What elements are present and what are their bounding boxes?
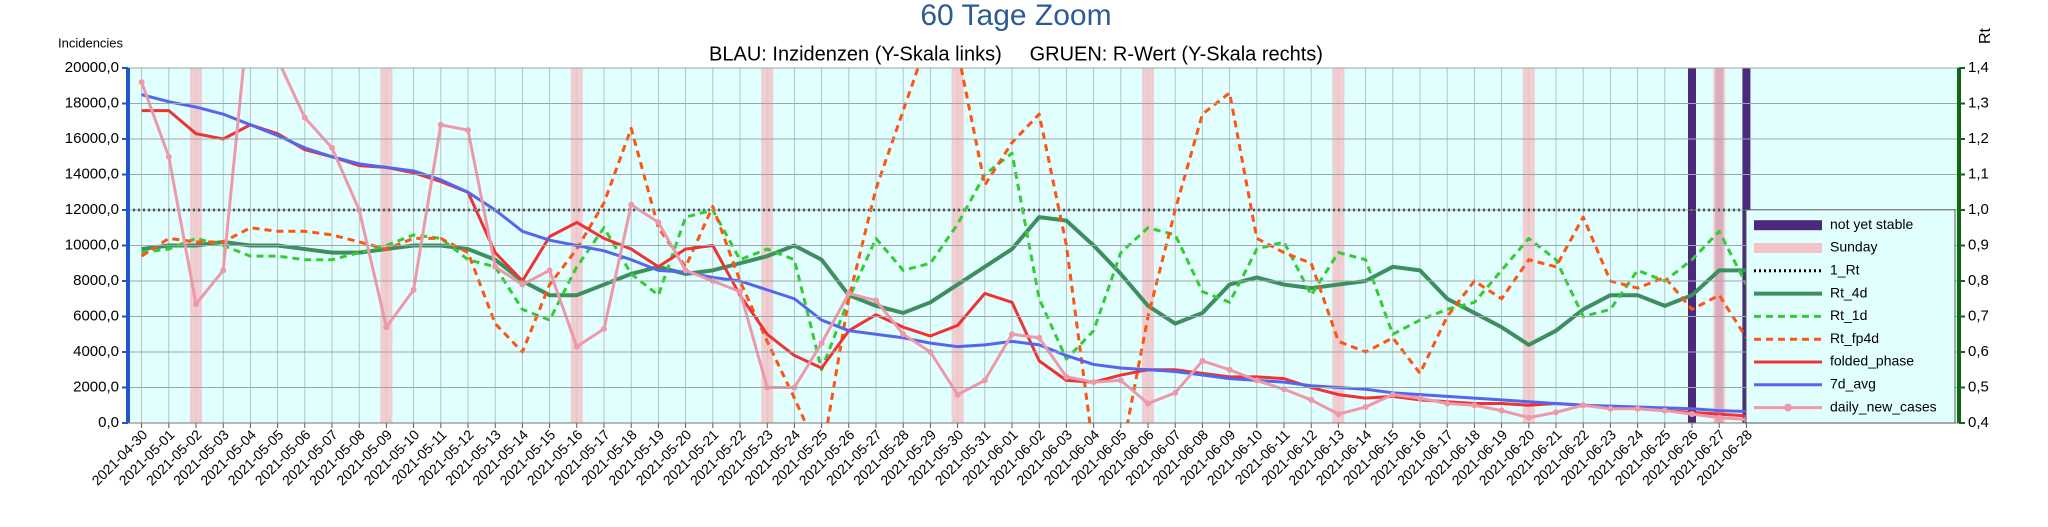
legend-label: Rt_1d <box>1830 307 1867 323</box>
chart-subtitle: BLAU: Inzidenzen (Y-Skala links) GRUEN: … <box>709 43 1323 65</box>
data-point <box>1362 404 1369 411</box>
data-point <box>465 127 471 134</box>
data-line <box>141 215 1747 347</box>
chart-title: 60 Tage Zoom <box>920 0 1111 32</box>
data-line <box>140 68 1748 423</box>
y-tick-label: 2000,0 <box>73 378 119 395</box>
y2-tick-label: 0,7 <box>1968 307 1989 324</box>
y-tick-label: 0,0 <box>98 414 119 431</box>
legend-label: not yet stable <box>1830 216 1913 232</box>
y2-tick-label: 0,4 <box>1968 414 1989 431</box>
data-point <box>492 263 499 270</box>
data-point <box>818 340 825 347</box>
data-point <box>1199 357 1206 364</box>
y2-tick-label: 0,8 <box>1968 272 1989 289</box>
data-point <box>845 290 852 297</box>
data-point <box>193 301 199 308</box>
y2-tick-label: 1,1 <box>1968 165 1989 182</box>
data-point <box>410 286 417 293</box>
y2-tick-label: 0,9 <box>1968 236 1989 253</box>
data-point <box>1117 377 1124 384</box>
legend-label: 1_Rt <box>1830 262 1860 278</box>
data-point <box>737 288 743 295</box>
y-tick-label: 6000,0 <box>73 307 119 324</box>
data-point <box>1580 402 1587 409</box>
data-point <box>1090 379 1097 386</box>
data-point <box>1172 389 1179 396</box>
data-point <box>1634 405 1641 412</box>
data-point <box>900 331 907 338</box>
y-tick-label: 14000,0 <box>65 165 119 182</box>
data-point <box>437 121 444 128</box>
y-tick-label: 16000,0 <box>65 130 119 147</box>
legend-label: daily_new_cases <box>1830 398 1937 414</box>
data-point <box>1417 395 1423 402</box>
y2-tick-label: 1,0 <box>1968 201 1989 218</box>
legend-label: folded_phase <box>1830 353 1914 369</box>
data-point <box>220 267 227 274</box>
data-line <box>140 68 1747 421</box>
data-point <box>275 56 281 62</box>
data-point <box>1009 331 1015 338</box>
y2-tick-label: 1,3 <box>1968 94 1989 111</box>
y-tick-label: 4000,0 <box>73 343 119 360</box>
data-point <box>1444 400 1451 407</box>
data-point <box>1607 405 1614 412</box>
data-point <box>1498 407 1505 414</box>
data-point <box>1661 407 1668 414</box>
data-line <box>141 93 1747 413</box>
data-point <box>682 267 689 274</box>
data-point <box>1525 414 1532 421</box>
data-point <box>1145 400 1151 407</box>
y2-tick-label: 1,2 <box>1968 130 1989 147</box>
y2-tick-label: 0,5 <box>1968 378 1989 395</box>
y-tick-label: 20000,0 <box>65 59 119 76</box>
data-point <box>873 297 879 304</box>
y2-axis-label: Rt <box>1977 27 1994 44</box>
y-tick-label: 18000,0 <box>65 94 119 111</box>
data-point <box>1553 409 1559 416</box>
data-point <box>655 219 662 226</box>
data-point <box>1036 334 1043 341</box>
y2-tick-label: 1,4 <box>1968 59 1989 76</box>
data-point <box>1253 377 1260 384</box>
legend-label: Rt_fp4d <box>1830 330 1879 346</box>
data-point <box>1716 414 1723 421</box>
data-point <box>546 267 553 274</box>
data-point <box>1063 373 1070 380</box>
data-point <box>329 144 335 151</box>
data-line <box>141 151 1748 372</box>
data-point <box>138 79 145 86</box>
data-point <box>954 391 961 398</box>
data-point <box>1335 411 1342 418</box>
legend-marker <box>1784 403 1792 412</box>
y2-tick-label: 0,6 <box>1968 343 1989 360</box>
data-point <box>383 324 390 331</box>
y-axis-label: Incidencies <box>58 35 124 50</box>
legend-label: Sunday <box>1830 239 1877 255</box>
data-point <box>519 281 526 288</box>
data-point <box>1389 391 1396 398</box>
data-point <box>981 377 988 384</box>
legend-label: Rt_4d <box>1830 284 1867 300</box>
data-point <box>1308 396 1315 403</box>
data-point <box>573 343 580 350</box>
data-point <box>165 153 172 160</box>
legend-swatch <box>1754 243 1822 253</box>
data-point <box>1471 402 1478 409</box>
data-point <box>628 201 635 208</box>
y-tick-label: 8000,0 <box>73 272 119 289</box>
y-tick-label: 12000,0 <box>65 201 119 218</box>
data-point <box>601 325 607 332</box>
data-point <box>301 114 308 121</box>
legend-swatch <box>1754 220 1822 231</box>
legend-label: 7d_avg <box>1830 376 1876 392</box>
y-tick-label: 10000,0 <box>65 236 119 253</box>
data-point <box>1689 411 1695 418</box>
data-point <box>1226 366 1233 373</box>
